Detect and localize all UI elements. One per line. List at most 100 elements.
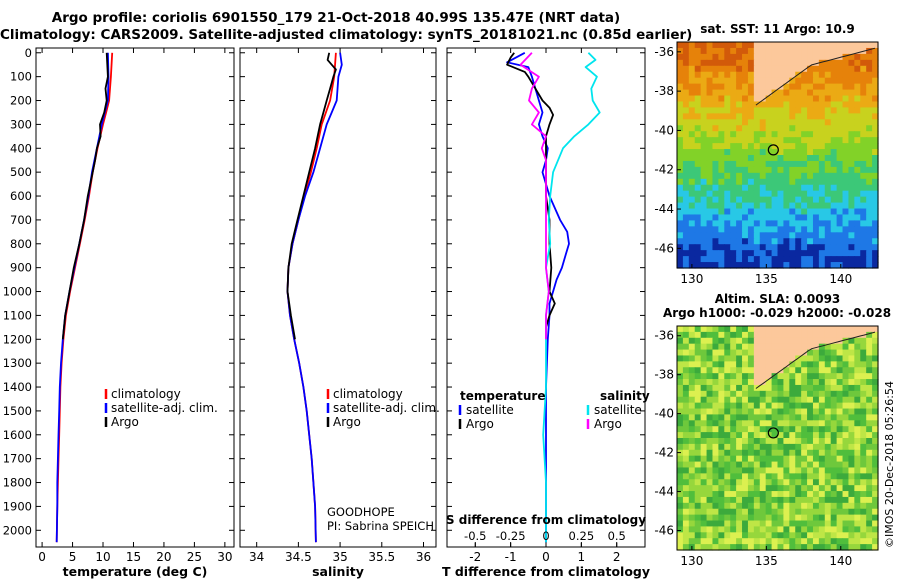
depth-tick-label: 500 xyxy=(10,165,32,179)
temperature-xtick-label: 25 xyxy=(187,550,202,564)
sla-cell xyxy=(753,367,761,374)
sst-cell xyxy=(866,166,873,174)
sst-cell xyxy=(830,220,838,227)
sst-cell xyxy=(765,166,773,174)
sst-cell xyxy=(783,178,790,186)
sla-cell xyxy=(677,373,684,380)
sla-cell xyxy=(789,526,796,533)
sst-cell xyxy=(830,238,838,245)
sst-cell xyxy=(807,256,814,263)
sst-cell xyxy=(759,202,767,210)
sst-cell xyxy=(742,208,749,216)
depth-tick-label: 1100 xyxy=(3,308,32,322)
sla-cell xyxy=(824,473,832,480)
sla-cell xyxy=(753,455,761,463)
sla-cell xyxy=(777,331,785,339)
sst-cell xyxy=(724,172,731,180)
sst-cell xyxy=(753,137,761,144)
sst-cell xyxy=(677,77,684,85)
sla-cell xyxy=(830,396,838,404)
sst-cell xyxy=(771,119,779,126)
sst-cell xyxy=(688,107,696,114)
sst-cell xyxy=(759,244,767,251)
sla-cell xyxy=(747,361,755,368)
sla-cell xyxy=(688,485,696,492)
sst-cell xyxy=(753,59,761,67)
sst-cell xyxy=(783,232,790,239)
sst-cell xyxy=(854,47,861,55)
sla-cell xyxy=(842,449,850,457)
sst-cell xyxy=(677,184,684,192)
sst-cell xyxy=(700,226,708,233)
sst-cell xyxy=(712,83,719,91)
sla-cell xyxy=(700,449,708,457)
sst-cell xyxy=(795,137,802,144)
sst-cell xyxy=(812,226,820,233)
difference-series-s-satellite xyxy=(542,52,601,543)
sla-cell xyxy=(807,461,814,469)
sst-cell xyxy=(747,65,755,73)
sla-cell xyxy=(771,343,779,351)
sst-cell xyxy=(706,89,714,97)
sst-cell xyxy=(694,155,702,162)
sst-cell xyxy=(677,59,684,67)
difference-xtick-label: 2 xyxy=(613,550,621,564)
sst-cell xyxy=(682,202,690,210)
sst-cell xyxy=(818,184,826,192)
sst-cell xyxy=(848,42,855,49)
sla-cell xyxy=(736,420,743,427)
sla-cell xyxy=(818,420,826,427)
sst-cell xyxy=(812,184,820,192)
sla-cell xyxy=(872,379,879,386)
sst-cell xyxy=(807,220,814,227)
sla-cell xyxy=(747,373,755,380)
sst-cell xyxy=(747,208,755,216)
sst-cell xyxy=(789,71,796,79)
sst-cell xyxy=(742,107,749,114)
sla-cell xyxy=(718,373,725,380)
sla-cell xyxy=(824,443,832,451)
sst-cell xyxy=(759,178,767,186)
sla-cell xyxy=(795,502,802,510)
depth-tick-label: 0 xyxy=(25,46,32,60)
sla-cell xyxy=(818,467,826,474)
sla-cell xyxy=(812,402,820,410)
sst-cell xyxy=(771,226,779,233)
sla-cell xyxy=(712,326,719,333)
sla-cell xyxy=(682,438,690,445)
sst-cell xyxy=(765,71,773,79)
sla-cell xyxy=(836,473,844,480)
sla-cell xyxy=(677,461,684,469)
sst-cell xyxy=(724,202,731,210)
sst-cell xyxy=(747,47,755,55)
sla-cell xyxy=(682,367,690,374)
sla-cell xyxy=(783,331,790,339)
sst-cell xyxy=(688,160,696,168)
sla-cell xyxy=(812,396,820,404)
sla-cell xyxy=(854,438,861,445)
sst-cell xyxy=(724,77,731,85)
sla-cell xyxy=(830,532,838,539)
sla-cell xyxy=(801,514,808,522)
sla-cell xyxy=(795,420,802,427)
sla-cell xyxy=(742,373,749,380)
sst-cell xyxy=(777,214,785,222)
sst-cell xyxy=(730,160,737,168)
panel-difference: -2 -1 0 1 2T difference from climatology xyxy=(442,47,650,579)
sla-cell xyxy=(736,402,743,410)
temperature-series-argo xyxy=(61,52,109,340)
sla-cell xyxy=(730,432,737,439)
sla-cell xyxy=(783,443,790,451)
sla-cell xyxy=(718,496,725,504)
sst-cell xyxy=(706,95,714,103)
sst-cell xyxy=(771,42,779,49)
sst-cell xyxy=(712,65,719,73)
sst-cell xyxy=(818,77,826,85)
sst-cell xyxy=(700,47,708,55)
sst-cell xyxy=(866,65,873,73)
sla-cell xyxy=(718,349,725,357)
sst-cell xyxy=(730,250,737,257)
sst-cell xyxy=(830,95,838,103)
sst-cell xyxy=(706,160,714,168)
sst-cell xyxy=(694,143,702,150)
